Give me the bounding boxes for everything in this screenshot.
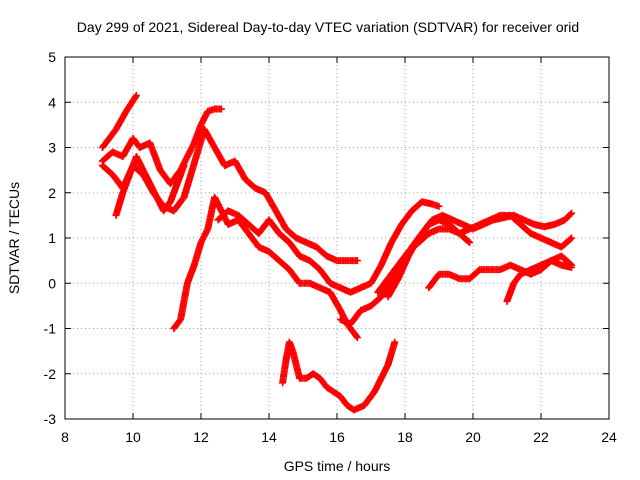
x-tick-label: 16 — [329, 429, 345, 445]
y-tick-labels: -3 -2 -1 0 1 2 3 4 5 — [44, 49, 57, 427]
series-track-11 — [503, 257, 576, 305]
x-tick-label: 20 — [465, 429, 481, 445]
plus-marker — [352, 332, 360, 340]
plus-marker — [566, 210, 574, 218]
plus-marker — [466, 239, 474, 247]
y-tick-label: 4 — [48, 94, 56, 110]
series-track-8 — [374, 211, 576, 296]
series-track-12 — [279, 338, 399, 414]
series-track-4 — [112, 153, 188, 219]
y-tick-label: -3 — [44, 411, 57, 427]
plus-marker — [568, 209, 576, 217]
y-tick-label: 0 — [48, 275, 56, 291]
x-axis-title: GPS time / hours — [284, 458, 391, 474]
grid-lines — [65, 57, 609, 419]
y-tick-label: -1 — [44, 321, 57, 337]
plus-marker — [568, 234, 576, 242]
plus-marker — [566, 235, 574, 243]
series-track-5 — [170, 193, 361, 342]
chart-title: Day 299 of 2021, Sidereal Day-to-day VTE… — [77, 19, 579, 35]
plus-marker — [217, 105, 225, 113]
series-track-2 — [98, 105, 225, 188]
x-tick-label: 8 — [61, 429, 69, 445]
x-tick-label: 10 — [125, 429, 141, 445]
plus-marker — [391, 338, 399, 346]
y-tick-label: 1 — [48, 230, 56, 246]
plus-marker — [132, 91, 140, 99]
x-tick-label: 18 — [397, 429, 413, 445]
plus-marker — [353, 257, 361, 265]
plus-marker — [435, 202, 443, 210]
series-track-1 — [98, 91, 140, 151]
plus-marker — [353, 334, 361, 342]
y-tick-label: -2 — [44, 366, 57, 382]
series-track-6 — [214, 198, 443, 296]
x-tick-label: 24 — [601, 429, 617, 445]
x-tick-label: 14 — [261, 429, 277, 445]
plus-marker — [464, 238, 472, 246]
series-track-9 — [384, 216, 474, 301]
plus-marker — [568, 263, 576, 271]
plus-marker — [180, 162, 188, 170]
y-tick-label: 5 — [48, 49, 56, 65]
plus-marker — [132, 93, 140, 101]
data-series — [98, 91, 576, 414]
plot-frame — [64, 56, 610, 420]
x-tick-label: 12 — [193, 429, 209, 445]
y-axis-title: SDTVAR / TECUs — [6, 182, 22, 294]
x-tick-label: 22 — [533, 429, 549, 445]
y-tick-label: 2 — [48, 185, 56, 201]
x-tick-labels: 8 10 12 14 16 18 20 22 24 — [61, 429, 617, 445]
y-tick-label: 3 — [48, 140, 56, 156]
